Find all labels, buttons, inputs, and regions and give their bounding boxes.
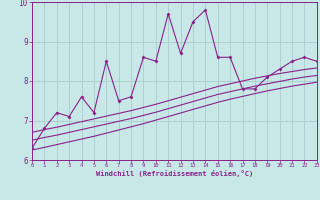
X-axis label: Windchill (Refroidissement éolien,°C): Windchill (Refroidissement éolien,°C)	[96, 170, 253, 177]
